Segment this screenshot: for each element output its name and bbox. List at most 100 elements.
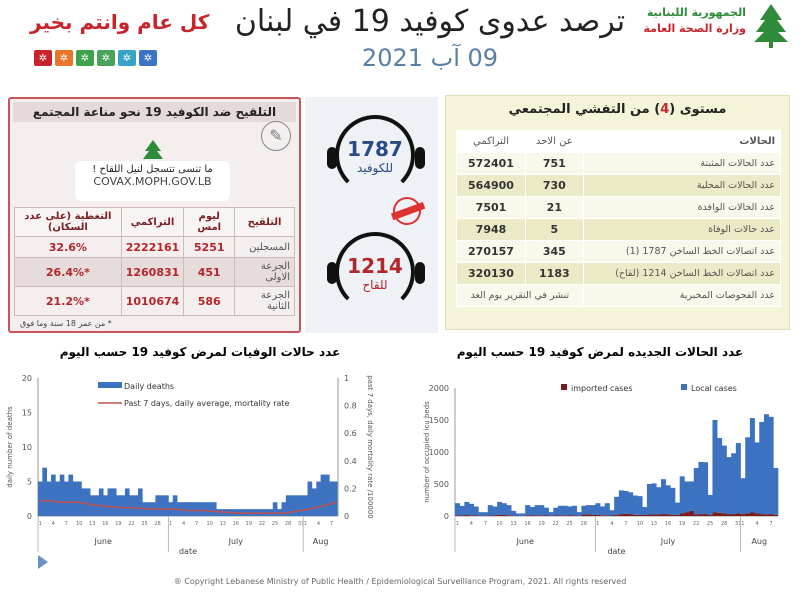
bar-imported-cases <box>637 514 643 516</box>
legend-label: imported cases <box>571 384 633 393</box>
y-tick-label: 0 <box>27 512 32 521</box>
bar-local-cases <box>572 505 578 516</box>
chart-title: عدد الحالات الجديده لمرض كوفيد 19 حسب ال… <box>457 345 743 360</box>
bar-daily-deaths <box>64 481 69 516</box>
bar-local-cases <box>515 513 521 516</box>
bar-imported-cases <box>506 515 512 516</box>
bar-imported-cases <box>614 514 620 516</box>
bar-daily-deaths <box>316 481 321 516</box>
x-tick-label: 16 <box>102 521 108 527</box>
bar-imported-cases <box>721 513 727 516</box>
x-tick-label: 7 <box>65 521 68 527</box>
ministry-logo: الجمهورية اللبنانية وزارة الصحة العامة <box>640 2 790 52</box>
bar-imported-cases <box>609 515 615 516</box>
bar-daily-deaths <box>207 502 213 516</box>
x-tick-label: 10 <box>76 521 82 527</box>
bar-daily-deaths <box>111 488 117 516</box>
bar-imported-cases <box>642 515 648 516</box>
x-tick-label: 25 <box>141 521 147 527</box>
y-axis-label: daily number of deaths <box>6 406 14 488</box>
bar-daily-deaths <box>116 495 121 516</box>
bar-imported-cases <box>459 515 465 516</box>
bar-local-cases <box>684 481 690 513</box>
cases-table: الحالات عن الاحد التراكمي عدد الحالات المث… <box>456 130 782 307</box>
y-tick-label: 0 <box>444 512 449 521</box>
bar-daily-deaths <box>38 481 43 516</box>
bar-local-cases <box>576 512 582 516</box>
x-tick-label: 7 <box>484 521 487 527</box>
flower-badge-icon: ✲ <box>55 50 73 66</box>
x-tick-label: 7 <box>195 521 198 527</box>
bar-local-cases <box>473 506 479 516</box>
x-tick-label: 4 <box>52 521 55 527</box>
x-tick-label: 1 <box>304 521 307 527</box>
bar-local-cases <box>548 512 554 516</box>
x-tick-label: 19 <box>538 521 544 527</box>
bar-local-cases <box>707 494 713 515</box>
bar-imported-cases <box>600 515 606 516</box>
bar-local-cases <box>562 505 568 516</box>
headset-icon <box>327 147 337 169</box>
bar-local-cases <box>529 507 535 516</box>
bar-local-cases <box>543 507 549 516</box>
bar-local-cases <box>520 513 526 516</box>
bar-imported-cases <box>759 514 765 516</box>
vaccination-table: التلقيح ليوم امس التراكمي التغطية (على عدد … <box>14 207 295 316</box>
x-tick-label: 31 <box>735 521 741 527</box>
bar-local-cases <box>478 512 484 516</box>
x-tick-label: 19 <box>115 521 121 527</box>
bar-daily-deaths <box>307 481 313 516</box>
bar-daily-deaths <box>203 502 208 516</box>
bar-local-cases <box>628 492 634 515</box>
stamp-icon <box>389 193 425 229</box>
table-row: عدد اتصالات الخط الساخن 1214 (لقاح) 1183 3… <box>456 262 782 285</box>
bar-imported-cases <box>492 515 498 516</box>
bar-local-cases <box>754 442 760 514</box>
outbreak-level-title: مستوى (4) من التفشي المجتمعي <box>508 102 727 117</box>
bar-local-cases <box>600 506 606 516</box>
bar-imported-cases <box>595 515 601 516</box>
bar-local-cases <box>712 420 718 513</box>
play-icon[interactable] <box>38 555 48 569</box>
flower-badge-icon: ✲ <box>118 50 136 66</box>
x-tick-label: 7 <box>769 521 772 527</box>
bar-local-cases <box>721 445 727 514</box>
bar-local-cases <box>759 421 765 515</box>
table-row: عدد اتصالات الخط الساخن 1787 (1) 345 27015… <box>456 240 782 263</box>
bar-local-cases <box>763 414 769 515</box>
bar-daily-deaths <box>124 488 130 516</box>
table-row: عدد الحالات المحلية 730 564900 <box>456 174 782 197</box>
table-row: عدد الحالات الوافدة 21 7501 <box>456 196 782 219</box>
bar-imported-cases <box>646 514 652 516</box>
x-tick-label: 1 <box>39 521 42 527</box>
bar-imported-cases <box>763 514 769 516</box>
x-tick-label: 13 <box>651 521 657 527</box>
vaccination-panel: التلقيح ضد الكوفيد 19 نحو مناعة المجتمع … <box>8 97 301 333</box>
covax-link[interactable]: COVAX.MOPH.GOV.LB <box>93 175 212 188</box>
bar-imported-cases <box>539 515 545 516</box>
bar-imported-cases <box>651 514 657 516</box>
bar-local-cases <box>675 502 680 516</box>
bar-imported-cases <box>726 514 732 516</box>
bar-local-cases <box>693 468 699 515</box>
bar-local-cases <box>745 437 751 514</box>
bar-local-cases <box>590 505 596 515</box>
x-axis-label: date <box>607 547 625 555</box>
cedar-tree-icon <box>143 140 163 159</box>
bar-daily-deaths <box>98 488 104 516</box>
x-tick-label: 4 <box>610 521 613 527</box>
x-tick-label: 13 <box>510 521 516 527</box>
bar-imported-cases <box>660 514 666 516</box>
bar-local-cases <box>618 490 624 515</box>
bar-local-cases <box>698 461 704 515</box>
bar-daily-deaths <box>68 474 74 516</box>
bar-imported-cases <box>665 514 671 516</box>
bar-local-cases <box>679 476 685 514</box>
bar-local-cases <box>567 506 573 516</box>
y2-tick-label: 0.4 <box>344 457 357 466</box>
bar-imported-cases <box>632 514 638 516</box>
bar-local-cases <box>539 505 545 516</box>
bar-local-cases <box>731 453 737 515</box>
x-tick-label: 16 <box>233 521 239 527</box>
bar-local-cases <box>581 505 587 515</box>
